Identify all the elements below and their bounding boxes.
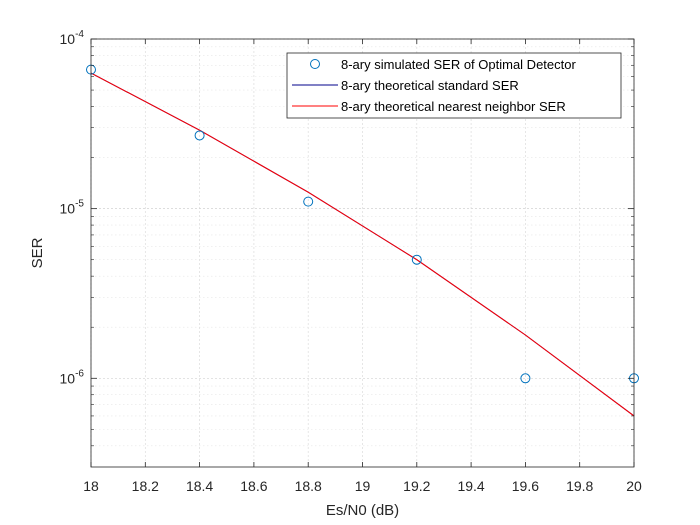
legend-label-nearest-neighbor: 8-ary theoretical nearest neighbor SER [341,99,566,114]
x-tick-label: 19 [355,478,371,494]
data-point [303,196,314,207]
x-tick-label: 19.2 [403,478,430,494]
x-tick-label: 18 [83,478,99,494]
data-point [194,130,205,141]
x-tick-label: 18.2 [132,478,159,494]
legend: 8-ary simulated SER of Optimal Detector … [286,52,622,119]
legend-label-standard: 8-ary theoretical standard SER [341,78,519,93]
x-tick-label: 20 [626,478,642,494]
data-point [520,373,531,384]
ticks: 18 18.2 18.4 18.6 18.8 19 19.2 19.4 19.6 19.8 20 10… [60,29,642,494]
legend-label-simulated: 8-ary simulated SER of Optimal Detector [341,57,576,72]
data-point [411,254,422,265]
y-tick-label: 10-5 [60,199,85,217]
legend-box [286,52,622,119]
x-tick-label: 18.8 [295,478,322,494]
x-tick-label: 19.6 [512,478,539,494]
series-line-2 [90,72,635,417]
y-tick-label: 10-4 [60,29,85,47]
y-tick-label: 10-6 [60,368,85,386]
x-axis-title: Es/N0 (dB) [326,502,399,519]
x-tick-label: 19.8 [566,478,593,494]
legend-marker-simulated [310,59,320,69]
y-axis-title: SER [29,237,46,268]
x-tick-label: 19.4 [457,478,484,494]
x-tick-label: 18.6 [240,478,267,494]
x-tick-label: 18.4 [186,478,213,494]
